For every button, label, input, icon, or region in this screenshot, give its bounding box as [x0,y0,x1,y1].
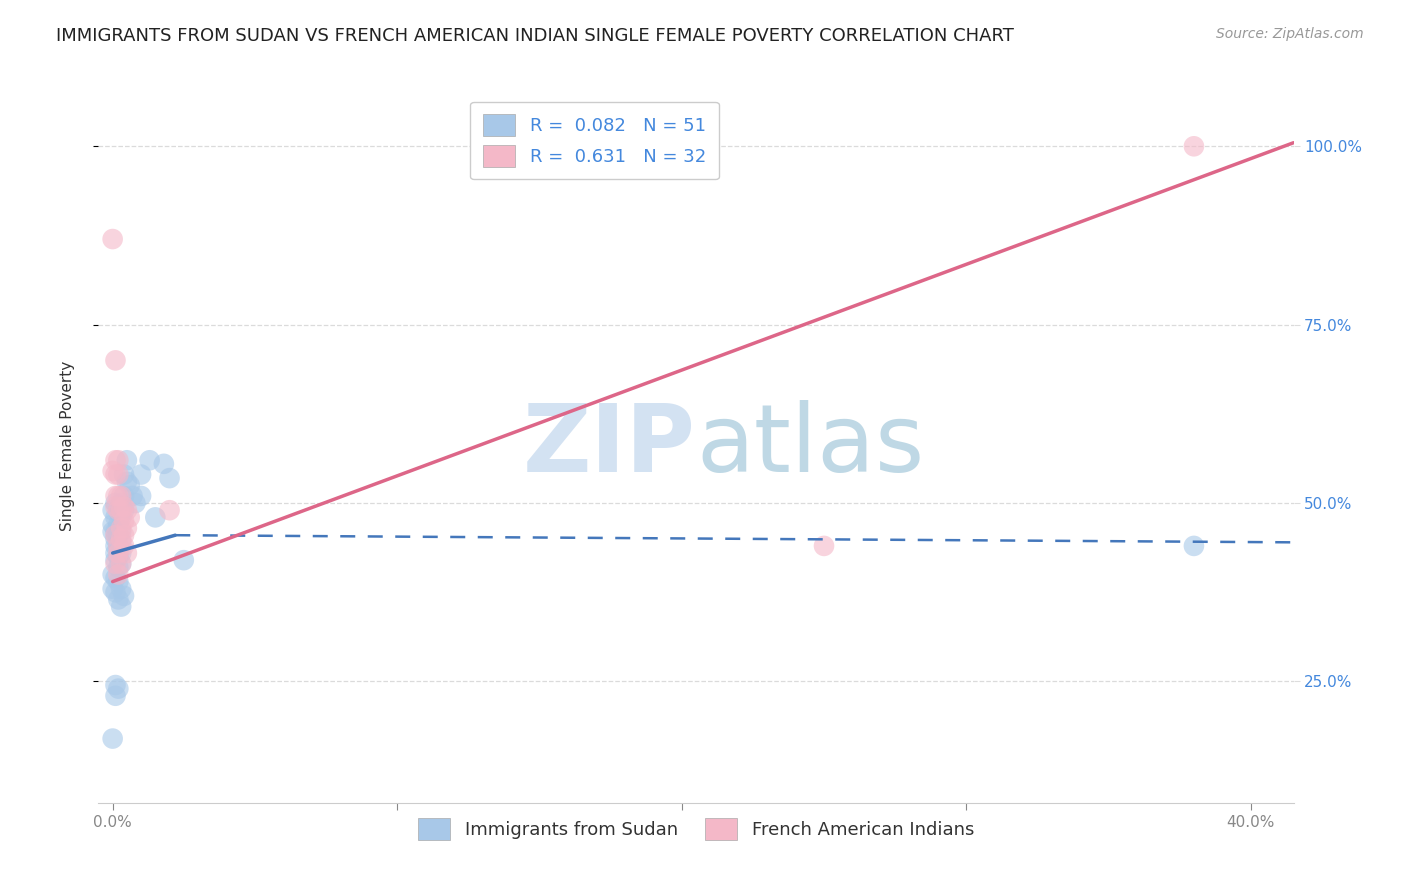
Point [110,599,132,614]
Text: ZIP: ZIP [523,400,696,492]
Point [159,471,181,485]
Point [104,546,127,560]
Point [110,582,132,596]
Point [138,453,160,467]
Point [101,582,124,596]
Point [115,453,138,467]
Point [115,475,138,489]
Point [118,478,141,492]
Point [101,464,124,478]
Point [112,539,135,553]
Point [110,503,132,517]
Point [110,489,132,503]
Y-axis label: Single Female Poverty: Single Female Poverty [60,361,75,531]
Point [115,546,138,560]
Point [112,503,135,517]
Point [107,453,129,467]
Point [104,678,127,692]
Point [110,496,132,510]
Point [107,549,129,564]
Point [107,546,129,560]
Text: atlas: atlas [696,400,924,492]
Point [104,489,127,503]
Point [107,574,129,589]
Point [101,517,124,532]
Point [110,521,132,535]
Text: IMMIGRANTS FROM SUDAN VS FRENCH AMERICAN INDIAN SINGLE FEMALE POVERTY CORRELATIO: IMMIGRANTS FROM SUDAN VS FRENCH AMERICAN… [56,27,1014,45]
Point [104,510,127,524]
Point [107,489,129,503]
Point [110,535,132,549]
Point [173,553,195,567]
Point [104,539,127,553]
Point [112,500,135,514]
Point [110,557,132,571]
Point [104,496,127,510]
Point [124,496,146,510]
Point [107,528,129,542]
Point [107,467,129,482]
Point [110,524,132,539]
Point [101,524,124,539]
Point [104,553,127,567]
Point [129,489,152,503]
Point [110,546,132,560]
Point [104,467,127,482]
Point [159,503,181,517]
Point [115,521,138,535]
Point [107,503,129,517]
Point [112,589,135,603]
Point [104,557,127,571]
Point [104,689,127,703]
Point [121,489,143,503]
Point [104,571,127,585]
Legend: Immigrants from Sudan, French American Indians: Immigrants from Sudan, French American I… [411,811,981,847]
Point [107,560,129,574]
Point [101,232,124,246]
Point [107,539,129,553]
Point [104,353,127,368]
Point [101,567,124,582]
Point [1182,539,1205,553]
Point [813,539,835,553]
Point [118,510,141,524]
Point [107,517,129,532]
Point [110,557,132,571]
Point [110,532,132,546]
Point [107,681,129,696]
Point [107,567,129,582]
Point [1182,139,1205,153]
Point [101,503,124,517]
Text: Source: ZipAtlas.com: Source: ZipAtlas.com [1216,27,1364,41]
Point [115,503,138,517]
Point [104,500,127,514]
Point [129,467,152,482]
Point [104,528,127,542]
Point [112,528,135,542]
Point [112,514,135,528]
Point [107,503,129,517]
Point [104,524,127,539]
Point [112,467,135,482]
Point [153,457,176,471]
Point [107,539,129,553]
Point [110,510,132,524]
Point [104,532,127,546]
Point [143,510,166,524]
Point [112,489,135,503]
Point [104,453,127,467]
Point [107,592,129,607]
Point [104,585,127,599]
Point [101,731,124,746]
